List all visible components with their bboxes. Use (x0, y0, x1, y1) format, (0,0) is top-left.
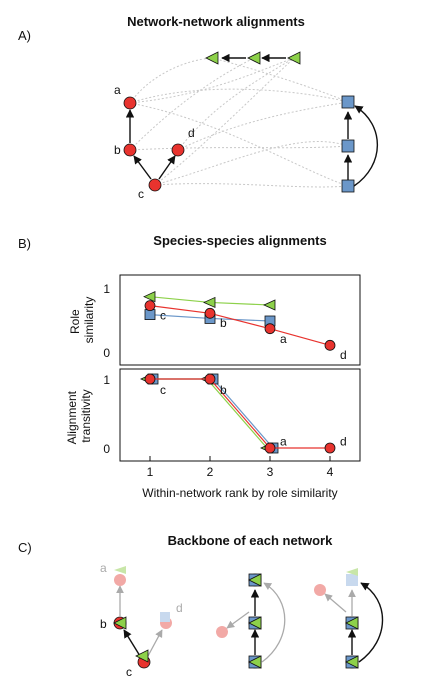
x-axis-label: Within-network rank by role similarity (142, 486, 337, 500)
role-similarity-chart: 1 0 Role similarity c b a d (68, 274, 361, 366)
point-label: d (340, 348, 347, 362)
green-node (248, 655, 262, 669)
y-axis-label-line: Alignment (65, 390, 79, 444)
x-tick-label: 4 (327, 465, 334, 479)
series-line (150, 378, 330, 449)
panel-c-label: C) (18, 540, 32, 555)
point-label: d (340, 435, 347, 449)
y-tick-label: 1 (103, 282, 110, 296)
x-tick-label: 3 (267, 465, 274, 479)
faded-green-node (346, 568, 358, 576)
faded-blue-node (346, 574, 358, 586)
y-tick-label: 0 (103, 442, 110, 456)
panel-b-label: B) (18, 236, 31, 251)
data-point (143, 291, 156, 303)
point-label: a (280, 332, 287, 346)
node-label-c: c (138, 187, 144, 201)
green-node (345, 655, 359, 669)
node-label-a: a (114, 83, 121, 97)
green-node (287, 51, 301, 65)
faded-node (314, 584, 326, 596)
x-tick-label: 2 (207, 465, 214, 479)
data-point (264, 323, 276, 335)
panel-c-title: Backbone of each network (168, 533, 333, 548)
point-label: a (280, 435, 287, 449)
blue-node (341, 179, 355, 193)
y-tick-label: 0 (103, 346, 110, 360)
green-node (248, 616, 262, 630)
alignment-transitivity-chart: 1 0 Alignment transitivity Within-networ… (65, 368, 361, 500)
y-axis-label: Alignment transitivity (65, 388, 93, 445)
green-node (248, 573, 262, 587)
data-point (324, 339, 336, 351)
chart-frame (119, 368, 361, 462)
y-axis-label: Role similarity (68, 297, 96, 344)
backbone-blue (314, 568, 384, 669)
y-axis-label-line: Role (68, 309, 82, 334)
panel-a-label: A) (18, 28, 31, 43)
chart-frame (119, 274, 361, 366)
backbone-green (216, 573, 286, 669)
node-a (123, 96, 137, 110)
alignment-links (129, 57, 349, 188)
faded-node (216, 626, 228, 638)
faded-blue-node (160, 612, 170, 622)
node-label-a: a (100, 561, 107, 575)
data-point (144, 373, 156, 385)
network-blue (341, 95, 378, 193)
blue-node (341, 95, 355, 109)
green-node (345, 616, 359, 630)
y-tick-label: 1 (103, 373, 110, 387)
node-d (171, 143, 185, 157)
green-node (113, 616, 127, 630)
panel-a-title: Network-network alignments (127, 14, 305, 29)
data-point (324, 442, 336, 454)
backbone-red: a b c d (100, 561, 183, 679)
network-green (205, 51, 301, 65)
node-label-b: b (100, 617, 107, 631)
node-label-b: b (114, 143, 121, 157)
data-point (144, 309, 156, 321)
green-node (135, 649, 149, 663)
data-point (144, 300, 156, 312)
series-line (149, 305, 331, 346)
blue-node (341, 139, 355, 153)
point-label: b (220, 316, 227, 330)
panel-b-title: Species-species alignments (153, 233, 326, 248)
node-label-d: d (176, 601, 183, 615)
y-axis-label-line: similarity (82, 297, 96, 344)
data-point (264, 442, 276, 454)
data-point (204, 373, 216, 385)
node-label-d: d (188, 126, 195, 140)
data-point (263, 299, 276, 311)
point-label: c (160, 308, 166, 322)
network-red: a b c d (114, 83, 195, 201)
y-axis-label-line: transitivity (79, 389, 93, 442)
node-b (123, 143, 137, 157)
point-label: b (220, 383, 227, 397)
data-point (203, 296, 216, 309)
point-label: c (160, 383, 166, 397)
faded-green-node (114, 566, 126, 574)
node-c (148, 178, 162, 192)
faded-node-a (114, 574, 126, 586)
green-node (247, 51, 261, 65)
data-point (204, 307, 216, 319)
x-tick-label: 1 (147, 465, 154, 479)
node-label-c: c (126, 665, 132, 679)
series-line (153, 378, 274, 449)
green-node (205, 51, 219, 65)
